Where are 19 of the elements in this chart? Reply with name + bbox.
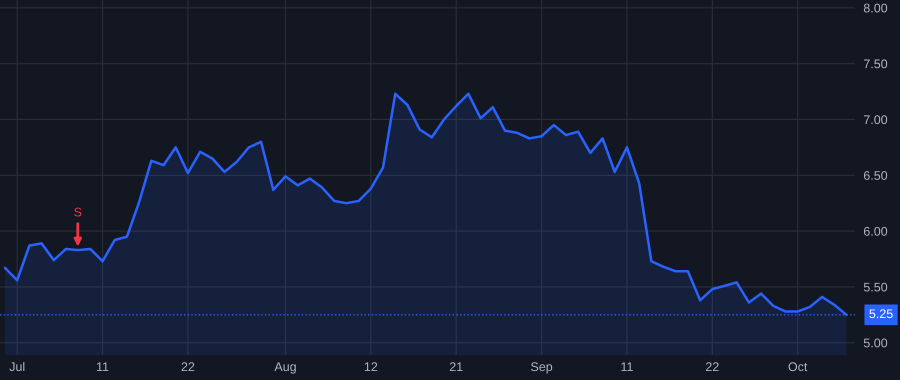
y-tick-label: 5.00 bbox=[864, 338, 888, 348]
y-tick-label: 5.50 bbox=[864, 282, 888, 292]
x-tick-label: 21 bbox=[450, 362, 463, 372]
x-tick-label: 11 bbox=[621, 362, 633, 372]
ref-line-label: 5.25 bbox=[869, 309, 893, 318]
x-tick-label: 11 bbox=[97, 362, 108, 372]
x-tick-label: 22 bbox=[182, 362, 194, 372]
y-tick-label: 8.00 bbox=[864, 4, 888, 12]
y-tick-label: 7.50 bbox=[864, 59, 888, 68]
x-tick-label: Jul bbox=[9, 362, 24, 372]
y-tick-label: 6.00 bbox=[864, 226, 888, 236]
x-tick-label: 12 bbox=[364, 362, 378, 372]
y-tick-label: 6.50 bbox=[864, 171, 888, 180]
y-tick-label: 7.00 bbox=[864, 115, 888, 124]
x-tick-label: 22 bbox=[706, 362, 719, 372]
annotation: S bbox=[74, 208, 82, 216]
x-tick-label: Oct bbox=[788, 362, 808, 372]
x-tick-label: Sep bbox=[531, 362, 552, 374]
x-tick-label: Aug bbox=[274, 362, 296, 374]
